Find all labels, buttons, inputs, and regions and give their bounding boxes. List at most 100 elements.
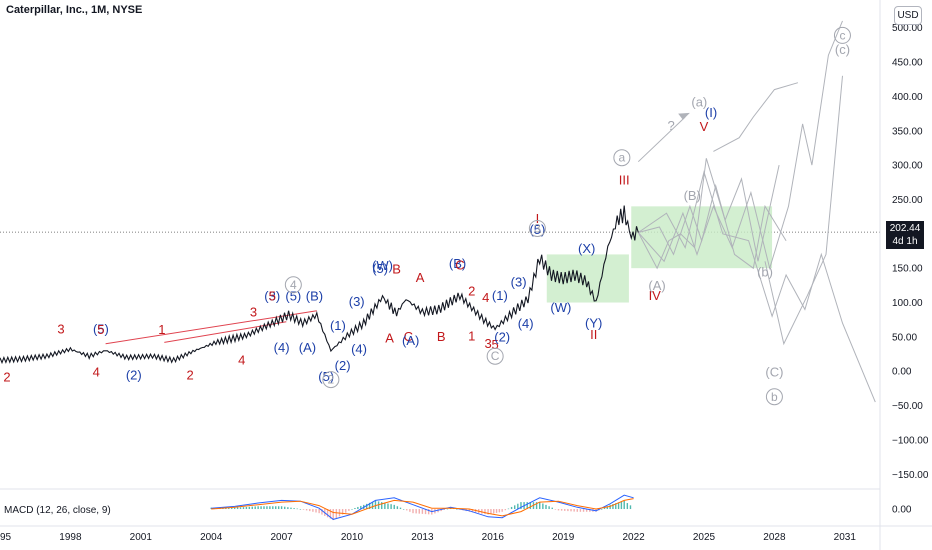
reference-lines [105, 310, 317, 345]
macd-histogram-bar [535, 502, 538, 510]
macd-axis-label: 0.00 [892, 505, 912, 516]
macd-histogram-bar [354, 507, 356, 510]
y-tick-label: −150.00 [892, 470, 929, 481]
macd-histogram-bar [548, 506, 550, 510]
macd-histogram-bar [318, 509, 320, 514]
macd-histogram-bar [626, 503, 629, 510]
macd-histogram-bar [277, 506, 280, 510]
wave-label: (a) [691, 95, 707, 110]
macd-histogram-bar [493, 509, 495, 514]
y-tick-label: 450.00 [892, 58, 923, 69]
wave-label: 5 [269, 288, 276, 303]
wave-circle [833, 26, 851, 44]
y-tick-label: 400.00 [892, 92, 923, 103]
wave-label: A [385, 330, 394, 345]
wave-label: A [416, 270, 425, 285]
wave-label: 5 [97, 322, 104, 337]
wave-circle-label: C [491, 349, 500, 363]
macd-histogram-bar [421, 509, 424, 514]
macd-histogram-bar [390, 504, 392, 510]
macd-histogram-bar [481, 509, 483, 514]
y-tick-label: 500.00 [892, 23, 923, 34]
wave-circle-label: c [839, 28, 845, 42]
macd-histogram-bar [242, 507, 245, 510]
macd-indicator-label[interactable]: MACD (12, 26, close, 9) [4, 505, 111, 516]
macd-histogram-bar [345, 509, 347, 513]
macd-histogram-bar [567, 509, 569, 512]
wave-label: (4) [518, 316, 534, 331]
x-tick-label: 2001 [130, 532, 153, 543]
macd-histogram-bar [582, 509, 585, 512]
x-tick-label: 2007 [270, 532, 293, 543]
macd-histogram-bar [542, 503, 544, 510]
wave-circle [765, 388, 783, 406]
wave-circle-label: 3 [534, 221, 541, 235]
macd-histogram-bar [381, 502, 383, 510]
wave-label: (A) [648, 278, 665, 293]
macd-histogram-bar [248, 506, 251, 510]
currency-button[interactable]: USD [894, 6, 922, 25]
wave-label: (1) [330, 318, 346, 333]
macd-histogram-bar [236, 507, 239, 510]
macd-histogram-bar [484, 509, 486, 515]
macd-histogram-bar [440, 509, 442, 512]
macd-histogram-bar [315, 509, 317, 513]
wave-label: 1 [158, 322, 165, 337]
wave-label: 2 [468, 284, 475, 299]
macd-histogram-bar [551, 507, 553, 510]
wave-label: (2) [494, 330, 510, 345]
y-tick-label: −100.00 [892, 435, 929, 446]
macd-histogram-bar [539, 502, 541, 510]
wave-label: (5) [318, 369, 334, 384]
macd-histogram-bar [514, 505, 516, 510]
macd-histogram-bar [606, 506, 609, 510]
x-tick-label: 1998 [59, 532, 82, 543]
wave-label: (B) [684, 188, 701, 203]
wave-label: (3) [511, 275, 527, 290]
macd-histogram-bar [284, 506, 286, 510]
macd-histogram-bar [368, 502, 371, 510]
x-tick-label: 2013 [411, 532, 434, 543]
macd-histogram-bar [526, 502, 528, 510]
wave-label: (W) [550, 300, 571, 315]
macd-histogram-bar [507, 508, 510, 510]
macd-histogram-bar [332, 509, 334, 521]
macd-histogram-bar [545, 504, 547, 510]
macd-histogram-bar [415, 509, 417, 514]
macd-histogram-bar [529, 502, 532, 510]
projection-path [637, 20, 843, 271]
wave-circle [613, 149, 631, 167]
wave-label: (5) [93, 321, 109, 336]
macd-histogram-bar [357, 506, 359, 510]
wave-label: 2 [3, 370, 10, 385]
macd-histogram-bar [570, 509, 572, 512]
macd-histogram-bar [557, 509, 560, 511]
trend-line [164, 321, 287, 343]
macd-histogram-bar [504, 509, 507, 511]
wave-circle [486, 347, 504, 365]
wave-label: 4 [93, 365, 100, 380]
chart-title: Caterpillar, Inc., 1M, NYSE [6, 4, 143, 16]
wave-label: (Y) [585, 315, 602, 330]
wave-circle-label: 2 [328, 373, 335, 387]
wave-label: (c) [835, 42, 850, 57]
macd-histogram-bar [603, 507, 606, 510]
wave-label: V [700, 119, 709, 134]
y-tick-label: 50.00 [892, 332, 917, 343]
x-tick-label: 2025 [693, 532, 716, 543]
wave-label: IV [649, 288, 662, 303]
macd-histogram-bar [612, 504, 614, 510]
wave-label: 3 [250, 304, 257, 319]
wave-label: (4) [351, 341, 367, 356]
macd-histogram-bar [424, 509, 427, 515]
wave-label: II [590, 327, 597, 342]
macd-histogram-bar [579, 509, 582, 512]
macd-histogram-bar [412, 509, 414, 514]
macd-histogram-bar [365, 503, 368, 510]
wave-label: 5 [492, 337, 499, 352]
macd-histogram-bar [564, 509, 566, 511]
wave-label: (A) [299, 340, 316, 355]
macd-histogram-bar [409, 509, 411, 512]
wave-label: (1) [492, 288, 508, 303]
macd-histogram-bar [299, 509, 302, 510]
